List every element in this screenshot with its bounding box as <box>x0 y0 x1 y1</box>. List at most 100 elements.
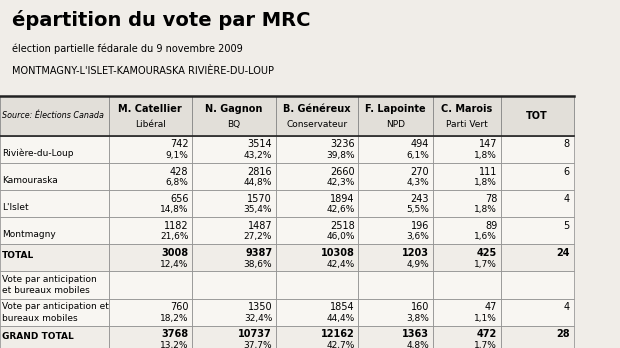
Bar <box>358 163 433 190</box>
Bar <box>108 326 192 348</box>
Bar <box>0 217 108 244</box>
Text: Kamouraska: Kamouraska <box>2 176 58 185</box>
Text: 656: 656 <box>170 194 188 204</box>
Bar <box>501 244 574 271</box>
Text: 270: 270 <box>410 167 429 176</box>
Bar <box>358 326 433 348</box>
Text: L'Islet: L'Islet <box>2 203 29 212</box>
Text: 46,0%: 46,0% <box>326 232 355 242</box>
Text: 10308: 10308 <box>321 248 355 258</box>
Bar <box>192 190 276 217</box>
Bar <box>433 217 501 244</box>
Text: M. Catellier: M. Catellier <box>118 104 182 114</box>
Text: 6: 6 <box>564 167 570 176</box>
Text: 1,6%: 1,6% <box>474 232 497 242</box>
Bar <box>192 163 276 190</box>
Text: 43,2%: 43,2% <box>244 151 272 160</box>
Text: 1350: 1350 <box>247 302 272 312</box>
Bar <box>501 190 574 217</box>
Bar <box>358 190 433 217</box>
Text: 44,4%: 44,4% <box>326 314 355 323</box>
Bar <box>0 299 108 326</box>
Text: 2518: 2518 <box>330 221 355 231</box>
Bar <box>433 96 501 136</box>
Text: 32,4%: 32,4% <box>244 314 272 323</box>
Bar <box>276 136 358 163</box>
Text: 4,3%: 4,3% <box>406 178 429 187</box>
Text: 1,8%: 1,8% <box>474 178 497 187</box>
Bar <box>0 244 108 271</box>
Bar <box>433 190 501 217</box>
Text: GRAND TOTAL: GRAND TOTAL <box>2 332 74 341</box>
Bar <box>192 96 276 136</box>
Text: élection partielle fédarale du 9 novembre 2009: élection partielle fédarale du 9 novembr… <box>12 44 243 54</box>
Bar <box>108 271 192 299</box>
Bar <box>501 163 574 190</box>
Text: 12,4%: 12,4% <box>160 260 188 269</box>
Text: 42,7%: 42,7% <box>326 341 355 348</box>
Bar <box>358 244 433 271</box>
Text: 1182: 1182 <box>164 221 188 231</box>
Text: NPD: NPD <box>386 120 405 129</box>
Bar <box>358 136 433 163</box>
Bar <box>192 271 276 299</box>
Bar <box>501 217 574 244</box>
Text: 1854: 1854 <box>330 302 355 312</box>
Bar <box>501 326 574 348</box>
Text: 1,8%: 1,8% <box>474 151 497 160</box>
Text: 44,8%: 44,8% <box>244 178 272 187</box>
Text: BQ: BQ <box>228 120 241 129</box>
Bar <box>501 299 574 326</box>
Bar <box>501 271 574 299</box>
Text: Vote par anticipation et: Vote par anticipation et <box>2 302 108 311</box>
Bar <box>276 190 358 217</box>
Bar <box>192 217 276 244</box>
Text: 1363: 1363 <box>402 330 429 339</box>
Bar <box>276 96 358 136</box>
Bar <box>501 136 574 163</box>
Bar <box>192 244 276 271</box>
Bar <box>108 299 192 326</box>
Text: 35,4%: 35,4% <box>244 205 272 214</box>
Text: 3,8%: 3,8% <box>406 314 429 323</box>
Bar <box>192 136 276 163</box>
Text: 1,7%: 1,7% <box>474 341 497 348</box>
Bar <box>108 163 192 190</box>
Text: 37,7%: 37,7% <box>244 341 272 348</box>
Bar <box>433 136 501 163</box>
Text: 147: 147 <box>479 140 497 149</box>
Text: 18,2%: 18,2% <box>160 314 188 323</box>
Text: 1203: 1203 <box>402 248 429 258</box>
Text: 3236: 3236 <box>330 140 355 149</box>
Bar <box>501 96 574 136</box>
Text: 160: 160 <box>410 302 429 312</box>
Text: 6,1%: 6,1% <box>406 151 429 160</box>
Text: 38,6%: 38,6% <box>244 260 272 269</box>
Bar <box>0 190 108 217</box>
Text: 2816: 2816 <box>247 167 272 176</box>
Text: 1570: 1570 <box>247 194 272 204</box>
Bar <box>433 163 501 190</box>
Bar <box>276 163 358 190</box>
Bar <box>276 217 358 244</box>
Text: Vote par anticipation: Vote par anticipation <box>2 275 97 284</box>
Bar <box>0 136 108 163</box>
Text: Source: Élections Canada: Source: Élections Canada <box>2 111 104 120</box>
Bar <box>433 326 501 348</box>
Text: 425: 425 <box>477 248 497 258</box>
Text: épartition du vote par MRC: épartition du vote par MRC <box>12 10 311 30</box>
Text: 428: 428 <box>170 167 188 176</box>
Text: Libéral: Libéral <box>135 120 166 129</box>
Bar <box>276 326 358 348</box>
Text: 5: 5 <box>564 221 570 231</box>
Bar <box>433 271 501 299</box>
Bar <box>433 244 501 271</box>
Text: 4,8%: 4,8% <box>406 341 429 348</box>
Text: 1894: 1894 <box>330 194 355 204</box>
Text: 196: 196 <box>410 221 429 231</box>
Bar <box>276 244 358 271</box>
Bar <box>108 136 192 163</box>
Bar <box>0 326 108 348</box>
Text: TOT: TOT <box>526 111 548 121</box>
Bar <box>108 244 192 271</box>
